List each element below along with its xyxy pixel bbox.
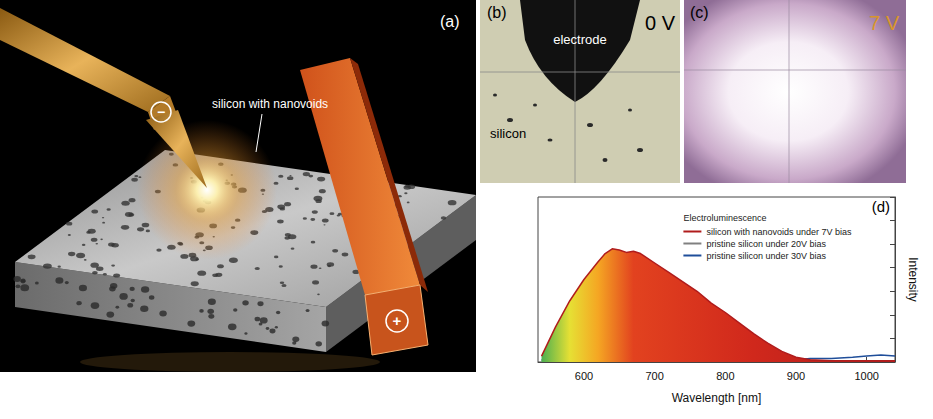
svg-text:silicon: silicon — [490, 126, 526, 141]
svg-text:(b): (b) — [487, 4, 507, 21]
svg-text:electrode: electrode — [553, 32, 606, 47]
svg-text:−: − — [157, 104, 165, 120]
svg-text:600: 600 — [575, 370, 593, 382]
svg-text:(d): (d) — [872, 198, 890, 215]
svg-text:silicon with nanovoids under 7: silicon with nanovoids under 7V bias — [706, 227, 852, 237]
svg-text:900: 900 — [787, 370, 805, 382]
svg-text:7 V: 7 V — [869, 12, 900, 34]
svg-text:1000: 1000 — [854, 370, 878, 382]
svg-text:0 V: 0 V — [645, 12, 676, 34]
svg-text:+: + — [393, 312, 402, 329]
svg-text:Electroluminescence: Electroluminescence — [683, 213, 766, 223]
svg-text:Wavelength [nm]: Wavelength [nm] — [672, 391, 762, 405]
svg-text:(c): (c) — [690, 4, 709, 21]
svg-text:pristine silicon under 20V bia: pristine silicon under 20V bias — [706, 239, 826, 249]
svg-text:(a): (a) — [440, 13, 460, 30]
svg-text:silicon with nanovoids: silicon with nanovoids — [212, 97, 328, 111]
svg-text:pristine silicon under 30V bia: pristine silicon under 30V bias — [706, 251, 826, 261]
svg-text:700: 700 — [645, 370, 663, 382]
svg-text:800: 800 — [716, 370, 734, 382]
svg-text:Intensity: Intensity — [906, 257, 920, 302]
